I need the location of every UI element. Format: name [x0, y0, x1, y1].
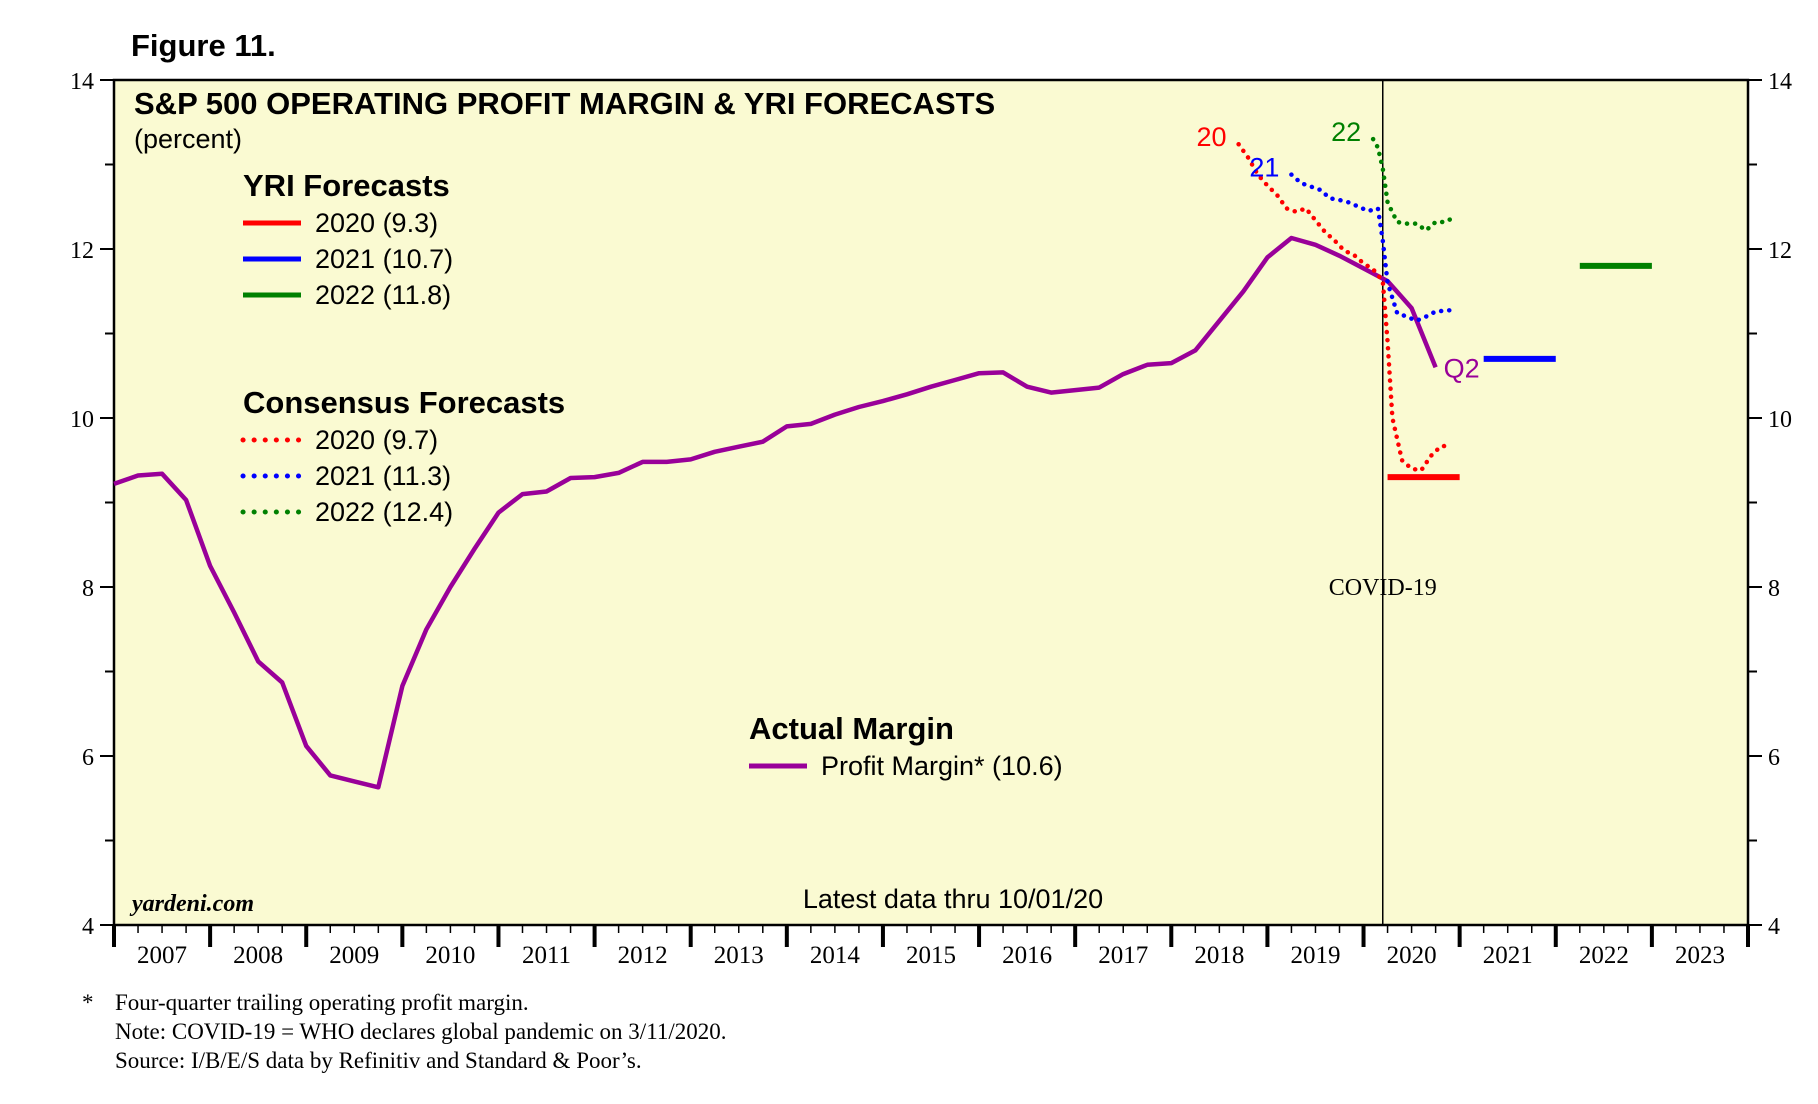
legend-entry: Profit Margin* (10.6): [821, 751, 1063, 781]
x-tick-label: 2014: [810, 942, 861, 969]
y-tick-label-right: 8: [1768, 576, 1780, 602]
x-tick-label: 2015: [906, 942, 956, 969]
x-tick-label: 2008: [233, 942, 283, 969]
footnotes: * Four-quarter trailing operating profit…: [82, 988, 726, 1075]
y-tick-label: 8: [82, 576, 94, 602]
x-tick-label: 2023: [1675, 942, 1725, 969]
legend-entry: 2022 (11.8): [315, 280, 451, 310]
x-tick-label: 2017: [1098, 942, 1148, 969]
consensus-2021-label: 21: [1249, 153, 1279, 183]
y-tick-label: 4: [82, 914, 94, 940]
consensus-2020-label: 20: [1197, 122, 1227, 152]
x-tick-label: 2021: [1483, 942, 1533, 969]
legend-entry: 2020 (9.3): [315, 208, 438, 238]
y-tick-label: 6: [82, 745, 94, 771]
consensus-2020-line: [1236, 141, 1453, 473]
actual-end-label: Q2: [1444, 353, 1480, 383]
x-tick-label: 2019: [1290, 942, 1340, 969]
figure-label: Figure 11.: [131, 28, 276, 63]
y-tick-label-right: 6: [1768, 745, 1780, 771]
footnote-marker: *: [82, 990, 94, 1015]
chart-subtitle: (percent): [134, 124, 242, 154]
footnote-text: Note: COVID-19 = WHO declares global pan…: [115, 1019, 727, 1044]
consensus-2022-label: 22: [1331, 117, 1361, 147]
x-tick-label: 2018: [1194, 942, 1244, 969]
x-tick-label: 2011: [522, 942, 571, 969]
legend-heading: Consensus Forecasts: [243, 385, 565, 420]
footnote-text: Source: I/B/E/S data by Refinitiv and St…: [115, 1048, 642, 1073]
legend-entry: 2022 (12.4): [315, 497, 453, 527]
legend-heading: Actual Margin: [749, 711, 954, 746]
consensus-2022-line: [1370, 136, 1458, 234]
footnote-row: Source: I/B/E/S data by Refinitiv and St…: [82, 1046, 726, 1075]
y-tick-label-right: 14: [1768, 69, 1792, 95]
legend-heading: YRI Forecasts: [243, 168, 450, 203]
x-tick-label: 2020: [1387, 942, 1437, 969]
y-tick-label-right: 4: [1768, 914, 1780, 940]
covid-label: COVID-19: [1329, 575, 1437, 601]
footnote-row: Note: COVID-19 = WHO declares global pan…: [82, 1017, 726, 1046]
x-tick-label: 2013: [714, 942, 764, 969]
x-tick-label: 2007: [137, 942, 187, 969]
y-tick-label-right: 10: [1768, 407, 1792, 433]
footnote-text: Four-quarter trailing operating profit m…: [115, 990, 529, 1015]
y-tick-label: 14: [70, 69, 94, 95]
x-tick-label: 2022: [1579, 942, 1629, 969]
chart-title: S&P 500 OPERATING PROFIT MARGIN & YRI FO…: [134, 86, 995, 121]
y-tick-label-right: 12: [1768, 238, 1792, 264]
x-tick-label: 2009: [329, 942, 379, 969]
latest-data-note: Latest data thru 10/01/20: [803, 884, 1103, 914]
x-tick-label: 2010: [425, 942, 475, 969]
plot-area: [114, 80, 1748, 925]
y-tick-label: 10: [70, 407, 94, 433]
x-tick-label: 2016: [1002, 942, 1052, 969]
legend-entry: 2020 (9.7): [315, 425, 438, 455]
footnote-row: * Four-quarter trailing operating profit…: [82, 988, 726, 1017]
legend-entry: 2021 (10.7): [315, 244, 453, 274]
x-tick-label: 2012: [618, 942, 668, 969]
y-tick-label: 12: [70, 238, 94, 264]
source-label: yardeni.com: [129, 891, 254, 917]
consensus-2021-line: [1289, 172, 1458, 324]
legend-entry: 2021 (11.3): [315, 461, 451, 491]
actual-margin-line: [113, 235, 1438, 790]
